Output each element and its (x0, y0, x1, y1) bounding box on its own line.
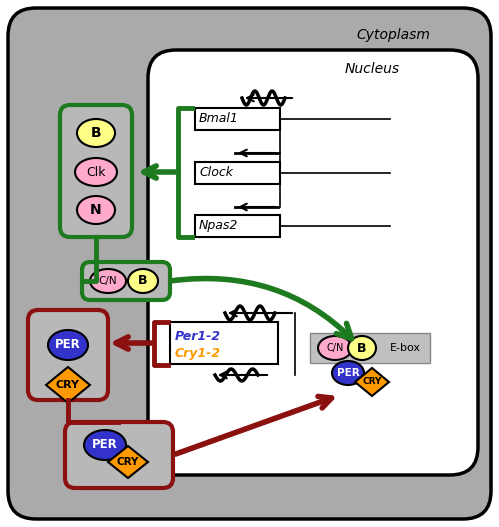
Text: B: B (357, 341, 367, 355)
FancyBboxPatch shape (195, 162, 280, 184)
Ellipse shape (75, 158, 117, 186)
Polygon shape (108, 446, 148, 478)
Ellipse shape (348, 336, 376, 360)
FancyBboxPatch shape (65, 422, 173, 488)
Text: N: N (90, 203, 102, 217)
FancyBboxPatch shape (60, 105, 132, 237)
Text: Nucleus: Nucleus (345, 62, 400, 76)
Ellipse shape (90, 269, 126, 293)
Text: CRY: CRY (117, 457, 139, 467)
Text: Npas2: Npas2 (199, 220, 239, 232)
Text: B: B (91, 126, 101, 140)
Ellipse shape (48, 330, 88, 360)
Polygon shape (355, 368, 389, 396)
Ellipse shape (128, 269, 158, 293)
Ellipse shape (77, 119, 115, 147)
Text: PER: PER (337, 368, 359, 378)
Text: PER: PER (92, 438, 118, 452)
Text: Clock: Clock (199, 167, 233, 180)
Ellipse shape (318, 336, 352, 360)
Ellipse shape (84, 430, 126, 460)
Text: E-box: E-box (390, 343, 421, 353)
Text: CRY: CRY (362, 377, 382, 386)
FancyBboxPatch shape (8, 8, 491, 519)
FancyBboxPatch shape (310, 333, 430, 363)
FancyBboxPatch shape (148, 50, 478, 475)
Text: Cytoplasm: Cytoplasm (356, 28, 430, 42)
FancyBboxPatch shape (170, 322, 278, 364)
Text: CRY: CRY (56, 380, 80, 390)
FancyBboxPatch shape (28, 310, 108, 400)
Text: Per1-2: Per1-2 (175, 330, 221, 344)
FancyBboxPatch shape (195, 215, 280, 237)
Text: Bmal1: Bmal1 (199, 112, 239, 125)
Text: B: B (138, 275, 148, 288)
Text: Clk: Clk (86, 165, 106, 179)
Polygon shape (46, 367, 90, 403)
Text: C/N: C/N (326, 343, 344, 353)
Ellipse shape (332, 361, 364, 385)
Text: Cry1-2: Cry1-2 (175, 346, 221, 359)
FancyBboxPatch shape (82, 262, 170, 300)
Text: PER: PER (55, 338, 81, 352)
Ellipse shape (77, 196, 115, 224)
Text: C/N: C/N (99, 276, 117, 286)
FancyBboxPatch shape (195, 108, 280, 130)
